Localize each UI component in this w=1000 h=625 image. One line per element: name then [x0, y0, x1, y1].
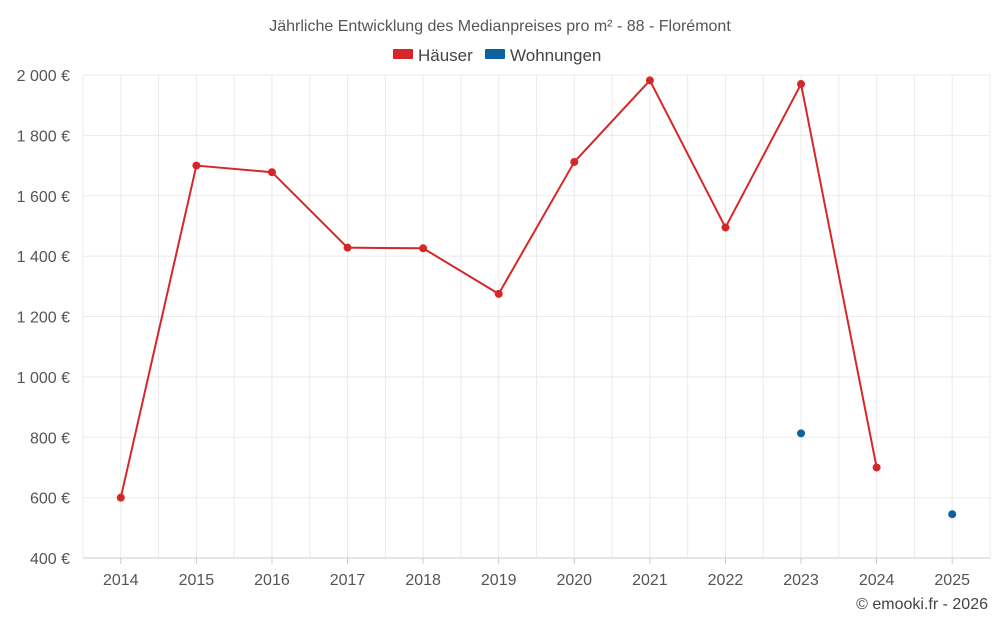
x-tick-label: 2021 [632, 572, 668, 589]
x-tick-label: 2020 [556, 572, 592, 589]
data-point-haeuser[interactable] [343, 243, 352, 252]
x-tick-label: 2022 [708, 572, 744, 589]
x-tick-label: 2015 [179, 572, 215, 589]
x-axis: 2014 2015 2016 2017 2018 2019 2020 2021 2022 2023… [83, 557, 990, 589]
y-tick-label: 1 400 € [17, 249, 70, 266]
data-point-haeuser[interactable] [419, 244, 428, 253]
legend-item-wohnungen[interactable]: Wohnungen [485, 46, 601, 65]
grid [82, 74, 991, 558]
y-axis: 400 € 600 € 800 € 1 000 € 1 200 € 1 400 € 1 60… [17, 68, 70, 568]
data-point-wohnungen[interactable] [948, 510, 957, 519]
legend-swatch-wohnungen [485, 49, 505, 59]
y-tick-label: 1 800 € [17, 128, 70, 145]
legend-item-haeuser[interactable]: Häuser [393, 46, 473, 65]
x-tick-label: 2014 [103, 572, 139, 589]
legend: Häuser Wohnungen [393, 46, 601, 65]
legend-swatch-haeuser [393, 49, 413, 59]
legend-label-wohnungen: Wohnungen [510, 46, 601, 65]
x-tick-label: 2025 [934, 572, 970, 589]
legend-label-haeuser: Häuser [418, 46, 473, 65]
data-point-haeuser[interactable] [267, 168, 276, 177]
data-point-haeuser[interactable] [797, 80, 806, 89]
data-point-haeuser[interactable] [192, 161, 201, 170]
y-tick-label: 2 000 € [17, 68, 70, 85]
x-tick-label: 2024 [859, 572, 895, 589]
y-tick-label: 1 000 € [17, 370, 70, 387]
y-tick-label: 1 200 € [17, 310, 70, 327]
chart-title: Jährliche Entwicklung des Medianpreises … [269, 18, 731, 35]
data-point-haeuser[interactable] [721, 223, 730, 232]
data-point-haeuser[interactable] [494, 289, 503, 298]
data-point-haeuser[interactable] [872, 463, 881, 472]
x-tick-label: 2016 [254, 572, 290, 589]
data-point-haeuser[interactable] [645, 76, 654, 85]
data-point-haeuser[interactable] [570, 157, 579, 166]
x-tick-label: 2017 [330, 572, 366, 589]
data-point-haeuser[interactable] [116, 493, 125, 502]
x-tick-label: 2019 [481, 572, 517, 589]
data-point-wohnungen[interactable] [797, 429, 806, 438]
y-tick-label: 1 600 € [17, 189, 70, 206]
y-tick-label: 800 € [30, 430, 70, 447]
x-tick-label: 2018 [405, 572, 441, 589]
y-tick-label: 400 € [30, 551, 70, 568]
series-layer [116, 76, 957, 519]
credit-text: © emooki.fr - 2026 [856, 596, 988, 613]
y-tick-label: 600 € [30, 491, 70, 508]
x-tick-label: 2023 [783, 572, 819, 589]
